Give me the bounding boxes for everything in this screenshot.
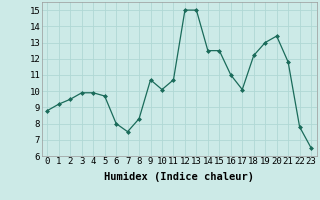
- X-axis label: Humidex (Indice chaleur): Humidex (Indice chaleur): [104, 172, 254, 182]
